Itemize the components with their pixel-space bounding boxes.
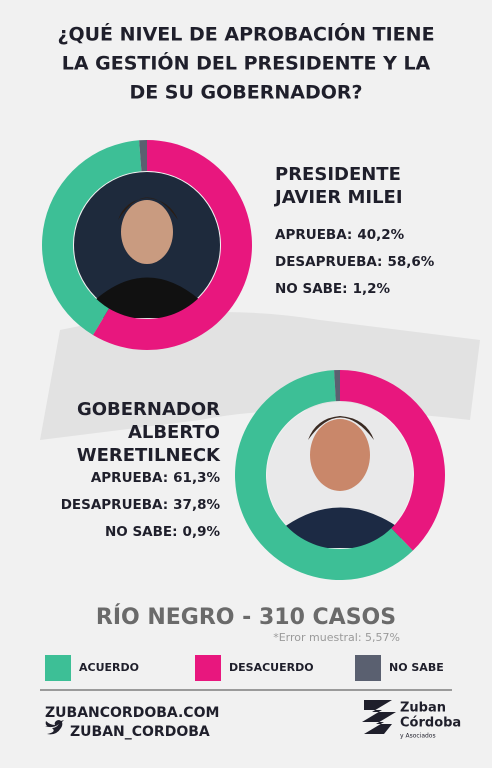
stat-category: DESAPRUEBA: [275, 254, 382, 270]
logo: Zuban Córdoba y Asociados [362, 700, 461, 740]
person-label: PRESIDENTE [275, 164, 401, 185]
legend-swatch [195, 655, 221, 681]
stat-category: NO SABE: [275, 281, 348, 297]
stat-category: APRUEBA: [91, 470, 168, 486]
legend-swatch [355, 655, 381, 681]
stat-value: 0,9% [183, 524, 221, 540]
stat-value: 61,3% [173, 470, 220, 486]
stat: DESAPRUEBA: 37,8% [61, 497, 221, 513]
brand: y Asociados [400, 733, 436, 740]
stat-value: 58,6% [387, 254, 434, 270]
donut-segment [234, 370, 413, 581]
legend-label: ACUERDO [79, 661, 139, 674]
donut-segment [139, 140, 147, 172]
stat-category: APRUEBA: [275, 227, 352, 243]
title-line: LA GESTIÓN DEL PRESIDENTE Y LA [62, 51, 431, 75]
photo-milei [74, 172, 220, 318]
person-label: ALBERTO [128, 422, 220, 443]
stat: DESAPRUEBA: 58,6% [275, 254, 435, 270]
donut-segment [41, 140, 142, 336]
stat-value: 40,2% [357, 227, 404, 243]
title-line: ¿QUÉ NIVEL DE APROBACIÓN TIENE [57, 22, 434, 46]
title-line: DE SU GOBERNADOR? [129, 82, 362, 104]
donut-segment [92, 140, 252, 350]
brand: Córdoba [400, 716, 461, 731]
stat-value: 1,2% [353, 281, 391, 297]
sample-title: RÍO NEGRO - 310 CASOS [96, 604, 396, 630]
stat: NO SABE: 1,2% [275, 281, 390, 297]
twitter: ZUBAN_CORDOBA [70, 724, 210, 740]
stat-value: 37,8% [173, 497, 220, 513]
legend-swatch [45, 655, 71, 681]
stat: APRUEBA: 40,2% [275, 227, 405, 243]
stat-category: DESAPRUEBA: [61, 497, 168, 513]
web: ZUBANCORDOBA.COM [45, 705, 219, 721]
photo-weretilneck [267, 402, 413, 548]
donut-segment [334, 370, 340, 402]
person-label: WERETILNECK [77, 445, 221, 466]
person-label: JAVIER MILEI [273, 187, 403, 208]
stat: APRUEBA: 61,3% [91, 470, 221, 486]
legend-label: DESACUERDO [229, 661, 314, 674]
stat-category: NO SABE: [105, 524, 178, 540]
sample-note: *Error muestral: 5,57% [273, 631, 400, 644]
stat: NO SABE: 0,9% [105, 524, 220, 540]
legend-label: NO SABE [389, 661, 444, 674]
donut-segment [340, 370, 446, 551]
brand: Zuban [400, 701, 446, 716]
twitter-icon [45, 720, 64, 735]
person-label: GOBERNADOR [77, 399, 220, 420]
